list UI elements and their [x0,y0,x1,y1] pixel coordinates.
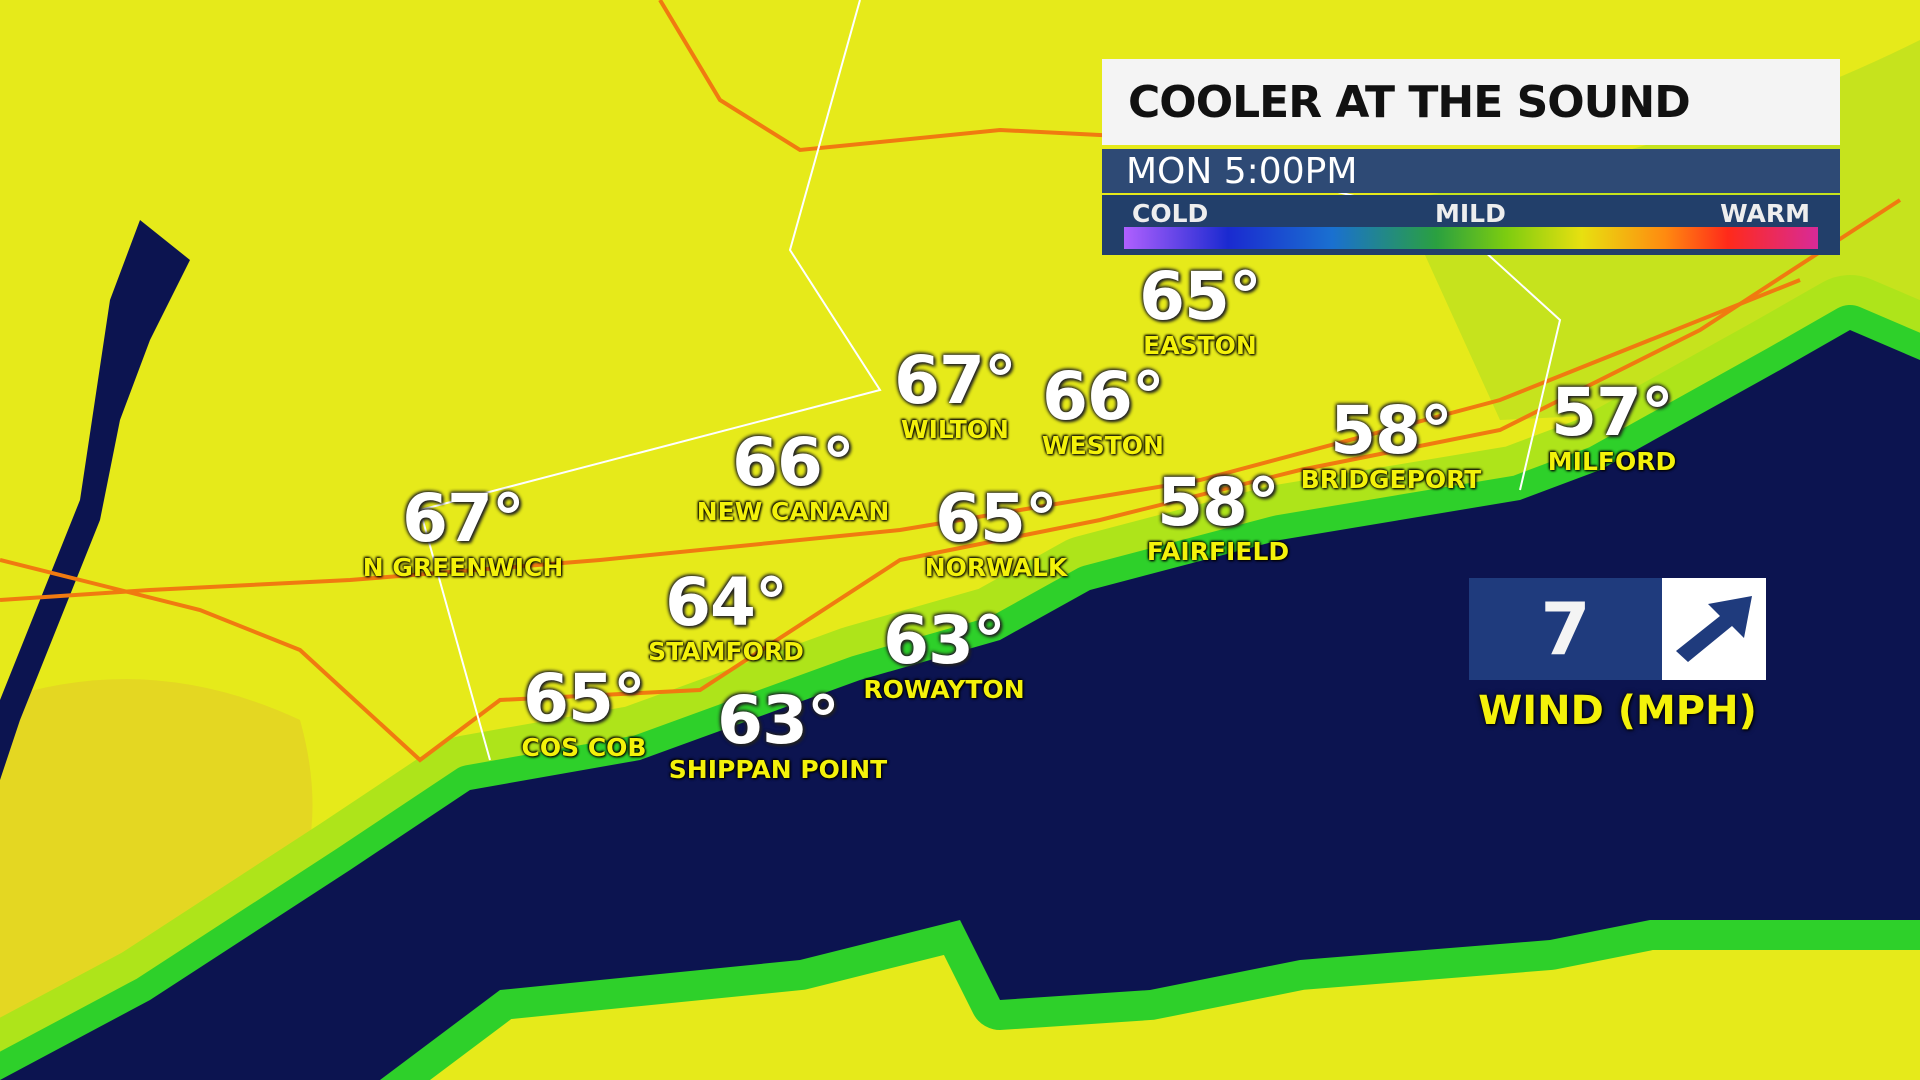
temp: 67° [402,480,525,557]
temp: 65° [935,480,1058,557]
wind-speed-box: 7 [1469,578,1662,680]
city-norwalk: 65° NORWALK [925,484,1068,582]
temp: 65° [1139,258,1262,335]
temp: 63° [717,682,840,759]
city-name: BRIDGEPORT [1300,465,1482,494]
long-island-sound [0,330,1920,1080]
city-n-greenwich: 67° N GREENWICH [363,484,564,582]
city-bridgeport: 58° BRIDGEPORT [1301,396,1482,494]
temp: 58° [1330,392,1453,469]
city-name: WILTON [901,415,1009,444]
city-name: N GREENWICH [362,553,564,582]
info-panel: COOLER AT THE SOUND MON 5:00PM COLD MILD… [1102,59,1840,255]
city-name: EASTON [1143,331,1257,360]
city-name: COS COB [521,733,647,762]
city-name: WESTON [1042,431,1164,460]
city-name: NORWALK [924,553,1068,582]
highways [0,0,1902,763]
city-name: FAIRFIELD [1146,537,1290,566]
city-fairfield: 58° FAIRFIELD [1147,468,1289,566]
city-stamford: 64° STAMFORD [648,568,804,666]
city-new-canaan: 66° NEW CANAAN [697,428,890,526]
map-title: COOLER AT THE SOUND [1128,76,1691,128]
forecast-time: MON 5:00PM [1126,150,1358,192]
temp: 66° [1042,358,1165,435]
city-easton: 65° EASTON [1139,258,1262,360]
wind-speed: 7 [1540,587,1591,671]
city-name: NEW CANAAN [696,497,890,526]
city-name: STAMFORD [648,637,804,666]
legend-color-bar [1124,227,1818,249]
temp: 57° [1551,374,1674,451]
temp: 66° [732,424,855,501]
legend-cold: COLD [1132,199,1209,228]
northeast-arrow-icon [1676,596,1752,662]
hudson-river [0,220,190,780]
city-milford: 57° MILFORD [1548,378,1676,476]
temp: 58° [1157,464,1280,541]
temp: 64° [665,564,788,641]
time-box: MON 5:00PM [1102,149,1840,193]
temp: 67° [894,342,1017,419]
city-cos-cob: 65° COS COB [522,664,647,762]
wind-widget: 7 [1469,578,1766,680]
legend-mild: MILD [1435,199,1506,228]
temperature-legend: COLD MILD WARM [1102,195,1840,255]
city-wilton: 67° WILTON [894,342,1017,444]
city-name: ROWAYTON [863,675,1025,704]
city-name: MILFORD [1547,447,1677,476]
temp: 63° [883,602,1006,679]
wind-label: WIND (MPH) [1478,688,1757,734]
wind-direction-box [1662,578,1766,680]
city-shippan-point: 63° SHIPPAN POINT [669,686,887,784]
city-name: SHIPPAN POINT [668,755,888,784]
city-weston: 66° WESTON [1042,358,1165,460]
legend-warm: WARM [1720,199,1810,228]
temp: 65° [523,660,646,737]
title-box: COOLER AT THE SOUND [1102,59,1840,145]
city-rowayton: 63° ROWAYTON [863,606,1024,704]
